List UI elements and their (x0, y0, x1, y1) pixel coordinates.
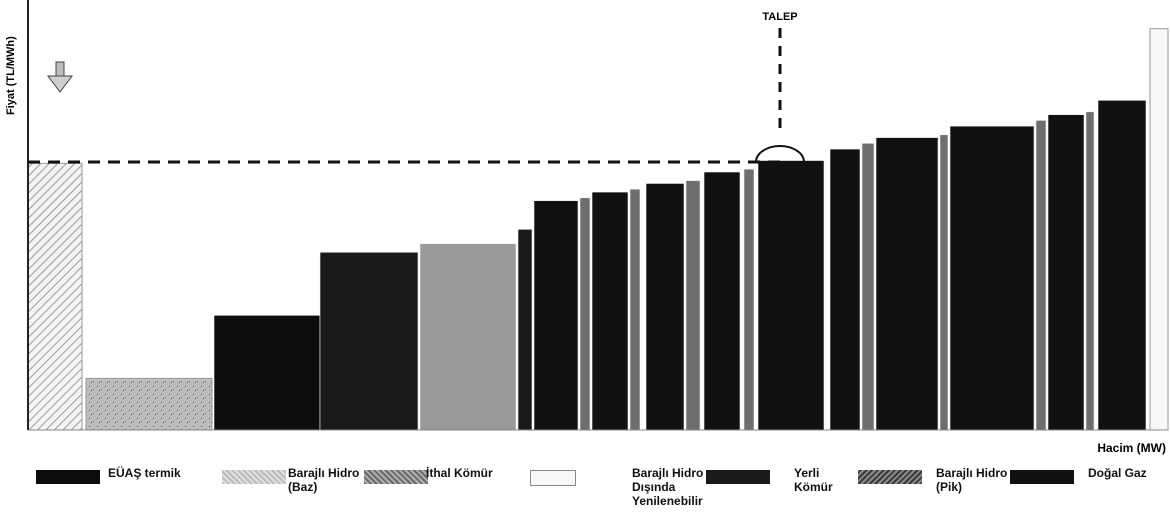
legend-label-yenilenebilir: Barajlı Hidro Dışında Yenilenebilir (632, 466, 704, 508)
bar-baraj_pik-20 (1035, 120, 1047, 431)
y-axis-label: Fiyat (TL/MWh) (5, 36, 17, 115)
legend-label-euas: EÜAŞ termik (108, 466, 181, 480)
bar-dogalgaz-15 (829, 148, 861, 431)
legend-label-yerli: Yerli Kömür (794, 466, 833, 494)
bar-ithal-4 (419, 243, 517, 431)
legend-label-ithal: İthal Kömür (426, 466, 493, 480)
bar-euas-2 (213, 315, 321, 431)
bar-baraj_baz-1 (85, 377, 213, 431)
bar-dogalgaz-23 (1097, 100, 1147, 431)
bar-baraj_pik-11 (685, 180, 701, 431)
demand-layer: TALEP (28, 11, 805, 164)
bar-yenilenebilir-24 (1149, 28, 1169, 431)
bar-dogalgaz-8 (591, 191, 629, 431)
bar-dogalgaz-21 (1047, 114, 1085, 431)
bar-yerli-5 (517, 229, 533, 431)
legend-swatch-dogalgaz (1010, 470, 1074, 484)
axes-layer: Fiyat (TL/MWh) Hacim (MW) (5, 0, 1166, 455)
x-axis-label: Hacim (MW) (1097, 441, 1166, 455)
bar-dogalgaz-10 (645, 183, 685, 431)
bar-baraj_pik-7 (579, 197, 591, 431)
legend-swatch-baraj_pik (858, 470, 922, 484)
bar-dogalgaz-17 (875, 137, 939, 431)
legend-swatch-yerli (706, 470, 770, 484)
demand-label: TALEP (762, 11, 797, 23)
legend-label-baraj_baz: Barajlı Hidro (Baz) (288, 466, 360, 494)
legend-swatch-ithal (364, 470, 428, 484)
bar-dogalgaz-6 (533, 200, 579, 431)
bar-baraj_pik-22 (1085, 111, 1095, 431)
legend-swatch-yenilenebilir (530, 470, 576, 486)
bar-dogalgaz-19 (949, 125, 1035, 431)
bar-dogalgaz-14 (757, 160, 825, 431)
bar-dogalgaz-12 (703, 171, 741, 431)
bar-baraj_pik-18 (939, 134, 949, 431)
legend-swatch-baraj_baz (222, 470, 286, 484)
bar-baraj_pik-9 (629, 188, 641, 431)
bars-layer (27, 28, 1169, 431)
legend-label-baraj_pik: Barajlı Hidro (Pik) (936, 466, 1008, 494)
bar-yerli-3 (319, 251, 419, 431)
down-arrow-icon (47, 61, 73, 93)
bar-yenilenebilir-0 (27, 162, 83, 431)
legend-swatch-euas (36, 470, 100, 484)
bar-baraj_pik-16 (861, 143, 875, 431)
bar-baraj_pik-13 (743, 168, 755, 431)
legend-label-dogalgaz: Doğal Gaz (1088, 466, 1147, 480)
equilibrium-marker (755, 145, 805, 163)
